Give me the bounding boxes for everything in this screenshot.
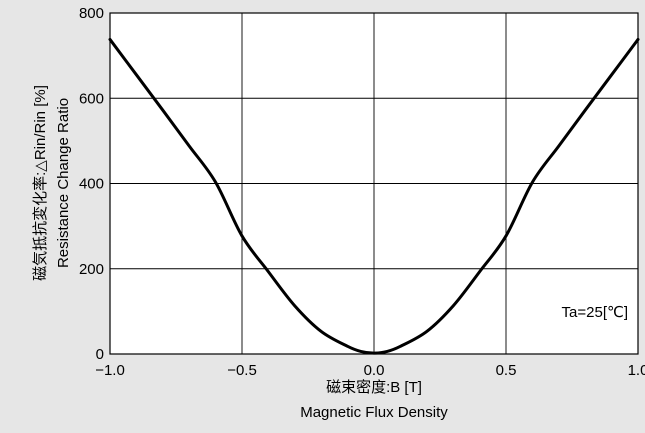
x-tick-label: −0.5 (227, 362, 257, 379)
y-tick-label: 800 (79, 5, 104, 22)
series-layer (108, 37, 640, 355)
series-line (108, 37, 640, 355)
plot-frame (109, 12, 639, 355)
x-tick-label: −1.0 (95, 362, 125, 379)
x-tick-labels: −1.0 −0.5 0.0 0.5 1.0 (95, 362, 645, 379)
annotation: Ta=25[℃] (562, 304, 628, 321)
y-axis-label-en: Resistance Change Ratio (55, 98, 72, 268)
x-tick-label: 0.5 (496, 362, 517, 379)
y-tick-labels: 0 200 400 600 800 (79, 5, 104, 363)
x-tick-label: 0.0 (364, 362, 385, 379)
y-axis-label: 磁気抵抗変化率:△Rin/Rin [%] (32, 85, 49, 281)
x-axis-label: 磁束密度:B [T] (326, 379, 422, 396)
y-tick-label: 400 (79, 176, 104, 193)
x-axis-label-en: Magnetic Flux Density (300, 404, 448, 421)
y-tick-label: 200 (79, 261, 104, 278)
y-tick-label: 600 (79, 90, 104, 107)
y-tick-label: 0 (96, 346, 104, 363)
x-tick-label: 1.0 (628, 362, 645, 379)
